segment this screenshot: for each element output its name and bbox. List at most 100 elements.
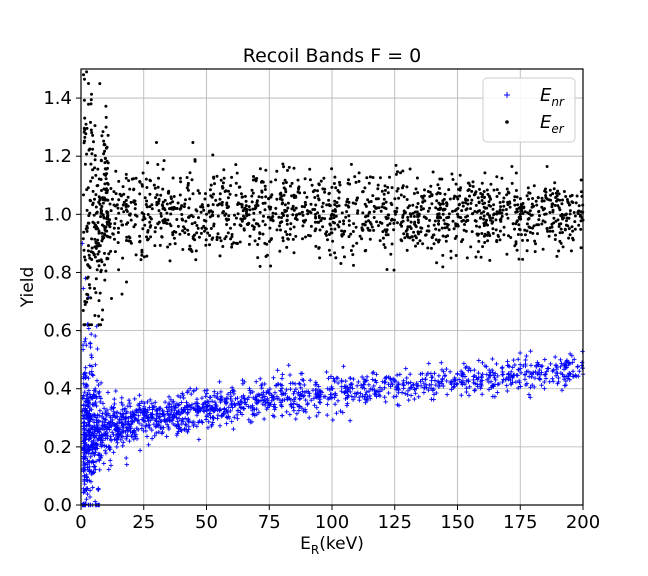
data-point-enr (577, 369, 582, 374)
data-point-enr (260, 392, 266, 397)
data-point-enr (357, 398, 362, 403)
data-point-enr (335, 398, 341, 403)
data-point-enr (152, 404, 158, 409)
data-point-enr (105, 390, 111, 395)
data-point-enr (149, 427, 154, 433)
data-point-enr (87, 494, 93, 500)
data-point-enr (152, 433, 157, 438)
data-point-enr (279, 413, 285, 418)
data-point-enr (518, 384, 523, 389)
data-point-enr (214, 394, 219, 400)
data-point-enr (108, 458, 113, 463)
data-point-enr (493, 371, 498, 376)
data-point-enr (492, 375, 497, 380)
data-point-enr (528, 385, 533, 390)
data-point-enr (197, 418, 202, 424)
data-point-enr (439, 381, 445, 386)
data-point-enr (128, 410, 133, 416)
data-point-enr (296, 408, 302, 413)
data-point-enr (310, 388, 316, 393)
data-point-enr (544, 369, 549, 374)
series-enr (80, 241, 586, 508)
data-point-enr (284, 387, 289, 393)
data-point-enr (355, 390, 360, 395)
data-point-enr (418, 383, 424, 389)
data-point-enr (401, 378, 406, 383)
data-point-enr (293, 387, 299, 392)
data-point-enr (317, 397, 323, 402)
data-point-enr (278, 382, 283, 387)
data-point-enr (153, 400, 158, 405)
data-point-enr (166, 426, 172, 432)
data-point-enr (178, 394, 183, 400)
data-point-enr (466, 393, 472, 398)
data-point-enr (500, 372, 506, 377)
data-point-enr (539, 364, 544, 369)
data-point-enr (205, 425, 211, 430)
data-point-enr (456, 377, 462, 382)
data-point-enr (326, 376, 331, 381)
data-point-enr (90, 485, 95, 490)
data-point-enr (81, 381, 86, 386)
data-point-enr (183, 422, 189, 428)
data-point-enr (141, 404, 147, 409)
data-point-enr (377, 385, 383, 390)
data-point-enr (382, 379, 387, 385)
data-point-enr (84, 433, 89, 438)
data-point-enr (101, 406, 107, 411)
data-point-enr (185, 410, 190, 415)
data-point-enr (183, 416, 188, 421)
data-point-enr (260, 401, 265, 407)
data-point-enr (564, 359, 569, 364)
data-point-enr (98, 399, 103, 405)
data-point-enr (128, 404, 133, 409)
data-point-enr (146, 415, 152, 420)
data-point-enr (82, 390, 87, 395)
data-point-enr (92, 441, 97, 447)
data-point-enr (167, 418, 173, 424)
data-point-enr (172, 423, 178, 428)
data-point-enr (100, 443, 106, 448)
data-point-enr (559, 388, 565, 393)
data-point-enr (166, 407, 172, 413)
data-point-enr (260, 395, 265, 400)
data-point-enr (328, 374, 334, 379)
data-point-enr (452, 375, 457, 381)
data-point-enr (568, 371, 573, 377)
data-point-enr (124, 455, 129, 461)
data-point-enr (522, 372, 528, 377)
data-point-enr (181, 395, 186, 401)
data-point-enr (141, 409, 146, 414)
data-point-enr (272, 390, 278, 395)
data-point-enr (423, 382, 429, 387)
data-point-enr (393, 387, 399, 392)
data-point-enr (166, 424, 171, 430)
data-point-enr (113, 436, 119, 442)
data-point-enr (537, 377, 543, 382)
data-point-enr (162, 399, 168, 405)
data-point-enr (92, 423, 97, 429)
data-point-enr (442, 373, 447, 379)
data-point-enr (182, 407, 188, 412)
data-point-enr (82, 426, 87, 432)
data-point-enr (278, 388, 283, 393)
data-point-enr (325, 386, 330, 391)
data-point-enr (81, 420, 87, 425)
data-point-enr (301, 378, 306, 383)
data-point-enr (100, 423, 105, 428)
data-point-enr (313, 382, 318, 388)
data-point-enr (360, 385, 365, 390)
data-point-enr (313, 380, 318, 385)
data-point-enr (175, 419, 180, 424)
data-point-enr (292, 389, 297, 394)
data-point-enr (576, 374, 581, 379)
data-point-enr (150, 416, 156, 421)
data-point-enr (147, 422, 152, 428)
data-point-enr (83, 382, 89, 387)
data-point-enr (258, 398, 264, 403)
data-point-enr (194, 424, 199, 429)
data-point-enr (222, 397, 227, 402)
data-point-enr (262, 381, 267, 387)
data-point-enr (136, 413, 141, 418)
data-point-enr (185, 390, 190, 395)
